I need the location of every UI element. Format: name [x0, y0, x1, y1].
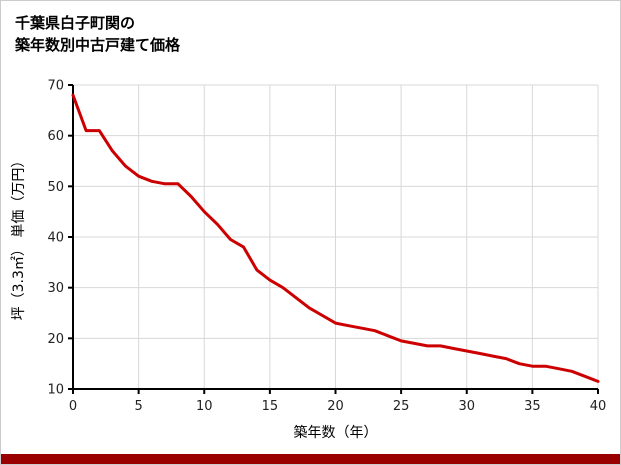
- x-axis-label: 築年数（年）: [294, 425, 378, 441]
- x-tick-label: 10: [196, 399, 213, 414]
- chart-title: 千葉県白子町関の 築年数別中古戸建て価格: [1, 1, 620, 57]
- y-tick-label: 60: [47, 129, 64, 144]
- y-tick-label: 40: [47, 231, 64, 246]
- x-tick-label: 15: [262, 399, 279, 414]
- x-tick-label: 0: [69, 399, 77, 414]
- x-tick-label: 25: [393, 399, 410, 414]
- x-tick-label: 40: [590, 399, 607, 414]
- x-tick-label: 5: [134, 399, 142, 414]
- price-line-series: [71, 93, 600, 383]
- footer-bar: [1, 454, 620, 464]
- y-axis-label: 坪（3.3㎡） 単価（万円）: [11, 154, 27, 321]
- y-tick-label: 10: [47, 383, 64, 398]
- chart-title-line1: 千葉県白子町関の: [15, 14, 136, 32]
- y-tick-label: 20: [47, 332, 64, 347]
- y-tick-label: 30: [47, 281, 64, 296]
- x-tick-label: 30: [458, 399, 475, 414]
- x-tick-label: 20: [327, 399, 344, 414]
- chart-area: 10 20 30 40 50 60 70 0 5 10 15 20 25 30 35 40 築年数（年） 坪（3.…: [1, 79, 621, 447]
- x-tick-label: 35: [524, 399, 541, 414]
- chart-title-line2: 築年数別中古戸建て価格: [15, 35, 181, 54]
- chart-svg: 10 20 30 40 50 60 70 0 5 10 15 20 25 30 35 40 築年数（年） 坪（3.…: [11, 79, 607, 441]
- y-tick-label: 50: [47, 180, 64, 195]
- y-tick-label: 70: [47, 79, 64, 94]
